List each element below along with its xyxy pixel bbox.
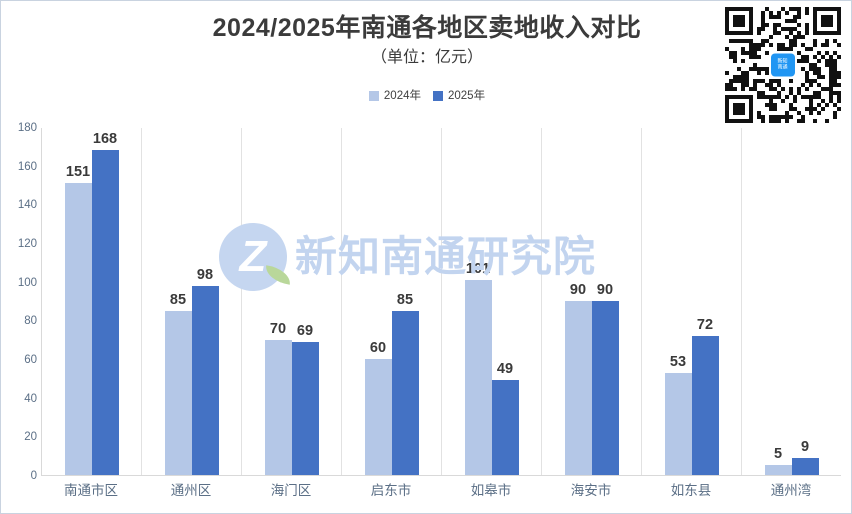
title-block: 2024/2025年南通各地区卖地收入对比 （单位：亿元） bbox=[1, 11, 851, 71]
bar-value-label: 151 bbox=[65, 164, 91, 181]
bar-2025年[interactable]: 168 bbox=[91, 131, 119, 475]
bar-value-label: 90 bbox=[569, 282, 587, 298]
y-axis-tick: 80 bbox=[24, 315, 37, 328]
bar-2024年[interactable]: 151 bbox=[64, 164, 92, 475]
legend-label-2024: 2024年 bbox=[383, 90, 421, 102]
qr-badge-line-1: 新知 bbox=[777, 58, 789, 65]
bar-2025年[interactable]: 69 bbox=[291, 323, 319, 475]
legend-swatch-2025 bbox=[433, 91, 443, 101]
bar-value-label: 70 bbox=[269, 320, 287, 337]
x-axis-label: 南通市区 bbox=[64, 483, 118, 498]
x-axis-label: 海安市 bbox=[570, 483, 612, 498]
plot-wrap: 180 160 140 120 100 80 60 40 20 0 151 168 85 98 70 69 6… bbox=[18, 122, 841, 482]
bar-2024年[interactable]: 53 bbox=[664, 354, 692, 475]
chart-title: 2024/2025年南通各地区卖地收入对比 bbox=[212, 14, 642, 42]
bar-value-label: 5 bbox=[773, 446, 783, 463]
chart-legend: 2024年 2025年 bbox=[1, 90, 851, 102]
x-axis: 南通市区 通州区 海门区 启东市 如皋市 海安市 如东县 通州湾 bbox=[41, 478, 841, 504]
chart-subtitle: （单位：亿元） bbox=[370, 49, 483, 66]
bar-2025年[interactable]: 98 bbox=[191, 267, 219, 475]
qr-center-badge: 新知 南通 bbox=[771, 53, 795, 77]
bar-2024年[interactable]: 90 bbox=[564, 282, 592, 475]
bar-value-label: 101 bbox=[465, 260, 491, 277]
x-axis-label: 启东市 bbox=[370, 483, 412, 498]
y-axis-tick: 180 bbox=[17, 122, 37, 134]
bar-value-label: 85 bbox=[396, 291, 414, 308]
y-axis-tick: 100 bbox=[17, 276, 37, 289]
qr-badge-line-2: 南通 bbox=[777, 64, 789, 70]
x-axis-label: 海门区 bbox=[270, 483, 312, 498]
y-axis-tick: 60 bbox=[24, 354, 37, 366]
bar-group: 60 85 bbox=[342, 128, 442, 475]
bar-group: 101 49 bbox=[442, 128, 542, 475]
y-axis-tick: 120 bbox=[17, 238, 37, 250]
y-axis-tick: 140 bbox=[17, 199, 37, 212]
bar-value-label: 168 bbox=[92, 131, 118, 148]
y-axis: 180 160 140 120 100 80 60 40 20 0 bbox=[5, 122, 37, 482]
bar-2024年[interactable]: 101 bbox=[464, 261, 492, 475]
bar-group: 85 98 bbox=[142, 128, 242, 475]
bar-value-label: 53 bbox=[669, 353, 687, 370]
bar-2025年[interactable]: 49 bbox=[491, 361, 519, 475]
legend-item-2024[interactable]: 2024年 bbox=[368, 90, 421, 102]
y-axis-tick: 20 bbox=[24, 431, 37, 444]
y-axis-tick: 40 bbox=[24, 392, 37, 405]
bar-2025年[interactable]: 9 bbox=[791, 439, 819, 475]
x-axis-label: 通州湾 bbox=[770, 483, 812, 498]
x-axis-label: 如东县 bbox=[670, 483, 712, 498]
bar-value-label: 49 bbox=[496, 361, 514, 378]
bar-value-label: 69 bbox=[296, 322, 314, 339]
x-axis-label: 通州区 bbox=[170, 483, 212, 498]
legend-label-2025: 2025年 bbox=[448, 90, 486, 102]
bar-2024年[interactable]: 60 bbox=[364, 340, 392, 475]
bar-group: 151 168 bbox=[42, 128, 142, 475]
y-axis-tick: 0 bbox=[30, 470, 37, 482]
bar-2024年[interactable]: 85 bbox=[164, 292, 192, 475]
bar-2024年[interactable]: 5 bbox=[764, 446, 792, 475]
bar-group: 90 90 bbox=[542, 128, 642, 475]
bar-value-label: 85 bbox=[169, 291, 187, 308]
bar-value-label: 98 bbox=[196, 266, 214, 283]
legend-item-2025[interactable]: 2025年 bbox=[433, 90, 485, 102]
legend-swatch-2024 bbox=[368, 91, 379, 101]
bar-value-label: 60 bbox=[369, 340, 387, 356]
bar-2025年[interactable]: 90 bbox=[591, 282, 619, 475]
bar-group: 70 69 bbox=[242, 128, 342, 475]
x-axis-label: 如皋市 bbox=[470, 483, 512, 498]
bar-value-label: 90 bbox=[596, 282, 614, 298]
bar-value-label: 9 bbox=[800, 438, 810, 455]
plot-area: 151 168 85 98 70 69 60 85 101 49 90 90 53 72 5 9 bbox=[41, 128, 841, 476]
bar-group: 53 72 bbox=[642, 128, 742, 475]
bar-2025年[interactable]: 72 bbox=[691, 317, 719, 475]
qr-code[interactable]: 新知 南通 bbox=[723, 7, 843, 123]
bar-2025年[interactable]: 85 bbox=[391, 292, 419, 475]
bar-value-label: 72 bbox=[696, 316, 714, 333]
y-axis-tick: 160 bbox=[17, 160, 37, 173]
bar-2024年[interactable]: 70 bbox=[264, 321, 292, 475]
